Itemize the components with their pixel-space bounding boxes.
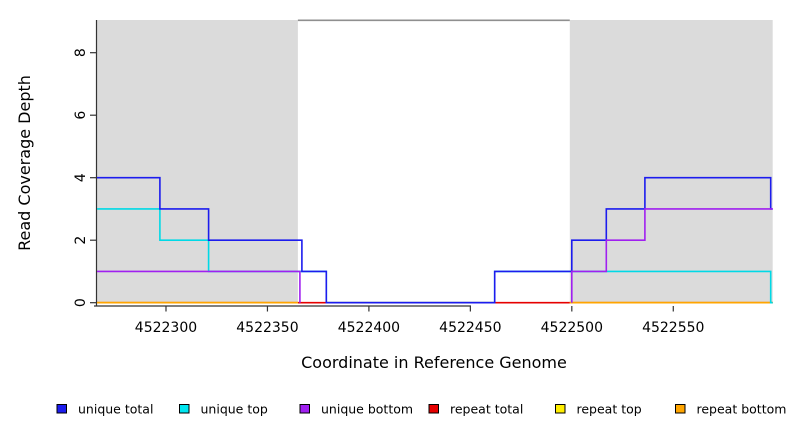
legend-item-repeat-top: repeat top bbox=[555, 402, 642, 417]
series-line-unique-bottom bbox=[97, 270, 301, 303]
legend-label-repeat-bottom: repeat bottom bbox=[697, 402, 787, 417]
legend-swatch-unique-bottom bbox=[299, 404, 310, 414]
x-tick-label-4522350: 4522350 bbox=[236, 320, 298, 336]
legend-swatch-unique-top bbox=[179, 404, 190, 414]
series-lines bbox=[97, 176, 773, 304]
legend-swatch-repeat-top bbox=[555, 404, 566, 414]
x-tick-label-4522300: 4522300 bbox=[135, 320, 197, 336]
repeat-region-shading bbox=[97, 20, 773, 303]
legend-swatch-repeat-total bbox=[428, 404, 439, 414]
repeat-region-right-shade bbox=[569, 20, 773, 303]
legend-item-unique-bottom: unique bottom bbox=[299, 402, 413, 417]
y-tick-label-8: 8 bbox=[73, 48, 89, 57]
legend-swatch-unique-total bbox=[56, 404, 67, 414]
legend-item-unique-total: unique total bbox=[56, 402, 153, 417]
repeat-region-left-shade bbox=[97, 20, 298, 303]
y-tick-label-2: 2 bbox=[73, 236, 89, 245]
legend-item-unique-top: unique top bbox=[179, 402, 268, 417]
x-tick-label-4522450: 4522450 bbox=[439, 320, 501, 336]
axes: 4522300 4522350 4522400 4522450 4522500 45225… bbox=[73, 20, 704, 336]
legend-item-repeat-bottom: repeat bottom bbox=[675, 402, 787, 417]
x-tick-label-4522500: 4522500 bbox=[541, 320, 603, 336]
y-tick-label-6: 6 bbox=[73, 111, 89, 120]
y-axis-title: Read Coverage Depth bbox=[15, 75, 34, 251]
y-tick-label-4: 4 bbox=[73, 173, 89, 182]
x-tick-label-4522400: 4522400 bbox=[338, 320, 400, 336]
legend-label-repeat-total: repeat total bbox=[450, 402, 523, 417]
y-tick-label-0: 0 bbox=[73, 298, 89, 307]
series-line-unique-bottom-2 bbox=[571, 208, 773, 303]
legend-label-repeat-top: repeat top bbox=[577, 402, 642, 417]
legend-label-unique-total: unique total bbox=[78, 402, 153, 417]
legend-item-repeat-total: repeat total bbox=[428, 402, 523, 417]
x-tick-label-4522550: 4522550 bbox=[642, 320, 704, 336]
legend-label-unique-top: unique top bbox=[201, 402, 268, 417]
legend-swatch-repeat-bottom bbox=[675, 404, 686, 414]
series-line-unique-total bbox=[97, 176, 773, 304]
legend-label-unique-bottom: unique bottom bbox=[321, 402, 413, 417]
legend: unique total unique top unique bottom repea… bbox=[56, 402, 787, 417]
x-axis-title: Coordinate in Reference Genome bbox=[301, 353, 567, 372]
